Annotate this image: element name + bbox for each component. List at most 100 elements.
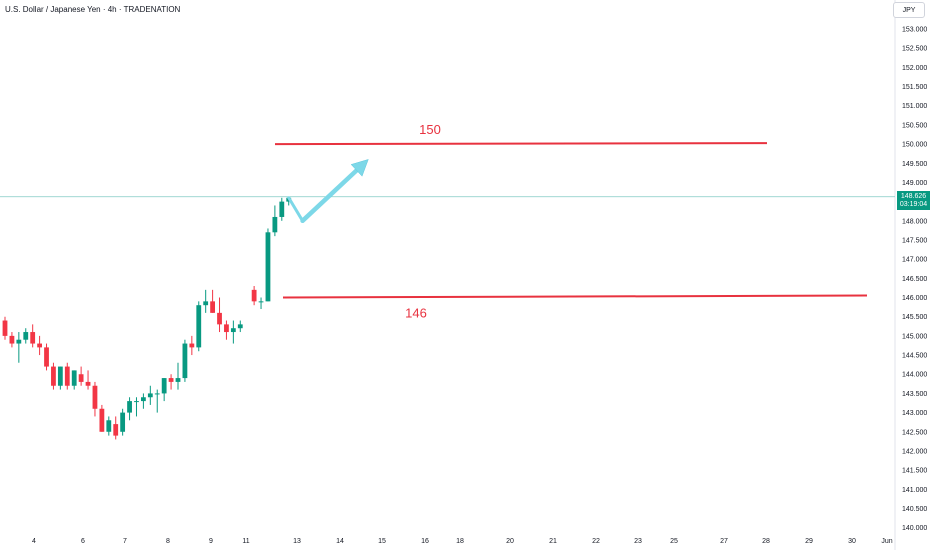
candle-body: [134, 401, 139, 403]
level-line-146: [282, 294, 868, 299]
candle-body: [57, 366, 63, 386]
price-axis[interactable]: 153.000 152.500 152.000 151.500 151.000 150.5…: [902, 27, 927, 533]
time-tick-label: 28: [762, 538, 770, 545]
time-tick-label: 21: [549, 538, 557, 545]
time-tick-label: 4: [32, 538, 36, 545]
candle-body: [37, 343, 42, 348]
level-label-146: 146: [405, 306, 427, 321]
last-price-value: 148.626: [900, 193, 927, 200]
time-tick-label: 16: [421, 538, 429, 545]
candle-body: [272, 216, 278, 233]
candle-body: [189, 343, 195, 348]
candle-body: [237, 324, 243, 329]
level-label-150: 150: [419, 122, 441, 137]
price-tick-label: 144.000: [902, 372, 927, 379]
price-tick-label: 152.500: [902, 46, 927, 53]
candle-body: [154, 393, 160, 395]
candle-body: [224, 324, 229, 333]
time-tick-label: 6: [81, 538, 85, 545]
candle-body: [230, 328, 236, 333]
candle-body: [30, 332, 36, 344]
price-tick-label: 147.000: [902, 257, 927, 264]
candle-body: [161, 378, 167, 394]
price-tick-label: 152.000: [902, 65, 927, 72]
price-tick-label: 149.000: [902, 180, 927, 187]
candle-body: [99, 408, 105, 432]
candles-group: [2, 197, 292, 440]
time-tick-label: 7: [123, 538, 127, 545]
bar-countdown: 03:19:04: [899, 201, 928, 208]
time-tick-label: 27: [720, 538, 728, 545]
last-price-tag: 148.626 03:19:04: [897, 191, 930, 210]
level-lines[interactable]: 150 146: [274, 122, 868, 321]
price-tick-label: 150.000: [902, 142, 927, 149]
price-tick-label: 151.500: [902, 84, 927, 91]
projection-leg-up: [300, 168, 359, 224]
price-tick-label: 150.500: [902, 122, 927, 129]
price-tick-label: 146.000: [902, 295, 927, 302]
currency-badge[interactable]: JPY: [893, 2, 925, 18]
price-tick-label: 153.000: [902, 27, 927, 34]
candle-body: [203, 301, 209, 306]
candle-body: [16, 339, 22, 344]
time-tick-label: 8: [166, 538, 170, 545]
price-tick-label: 145.000: [902, 333, 927, 340]
price-tick-label: 140.000: [902, 525, 927, 532]
projection-leg-down: [287, 196, 305, 223]
candle-body: [147, 393, 153, 398]
candle-body: [210, 301, 215, 313]
candle-body: [71, 370, 77, 386]
chart-title: U.S. Dollar / Japanese Yen · 4h · TRADEN…: [5, 5, 181, 14]
price-tick-label: 151.000: [902, 103, 927, 110]
price-tick-label: 141.500: [902, 468, 927, 475]
time-tick-label: 22: [592, 538, 600, 545]
time-tick-label: 15: [378, 538, 386, 545]
candle-body: [23, 332, 29, 340]
price-tick-label: 147.500: [902, 237, 927, 244]
candle-body: [113, 424, 119, 436]
price-tick-label: 141.000: [902, 487, 927, 494]
candle-body: [279, 201, 285, 217]
price-tick-label: 143.500: [902, 391, 927, 398]
price-tick-label: 140.500: [902, 506, 927, 513]
candle-body: [51, 366, 56, 386]
price-tick-label: 143.000: [902, 410, 927, 417]
projection-arrow[interactable]: [287, 159, 369, 224]
time-tick-label: 18: [456, 538, 464, 545]
time-tick-label: 13: [293, 538, 301, 545]
time-tick-label: 20: [506, 538, 514, 545]
candle-body: [168, 378, 174, 382]
candle-body: [141, 397, 146, 402]
level-line-150: [274, 142, 768, 146]
time-tick-label: 11: [242, 538, 249, 545]
candle-body: [78, 374, 84, 382]
candle-body: [258, 301, 264, 303]
price-tick-label: 145.500: [902, 314, 927, 321]
candle-body: [182, 343, 188, 379]
candle-body: [2, 320, 8, 336]
candle-body: [196, 305, 202, 348]
time-tick-label: 14: [336, 538, 344, 545]
price-tick-label: 142.000: [902, 448, 927, 455]
candle-body: [106, 420, 112, 432]
time-tick-label: Jun: [881, 538, 892, 545]
candle-body: [265, 232, 271, 302]
time-tick-label: 9: [209, 538, 213, 545]
candle-body: [9, 335, 15, 344]
price-tick-label: 144.500: [902, 353, 927, 360]
time-tick-label: 29: [805, 538, 813, 545]
price-tick-label: 149.500: [902, 161, 927, 168]
candle-body: [44, 347, 49, 367]
candle-body: [92, 385, 98, 409]
candle-body: [120, 412, 126, 432]
candle-body: [127, 401, 132, 413]
candle-body: [251, 289, 257, 302]
projection-arrowhead: [350, 159, 369, 177]
price-tick-label: 142.500: [902, 429, 927, 436]
candle-body: [175, 378, 181, 382]
candle-body: [64, 366, 70, 386]
price-tick-label: 148.000: [902, 218, 927, 225]
time-axis[interactable]: 4 6 7 8 9 11 13 14 15 16 18 20 21 22 23 25 27 28 29 30 Jun: [32, 538, 893, 545]
